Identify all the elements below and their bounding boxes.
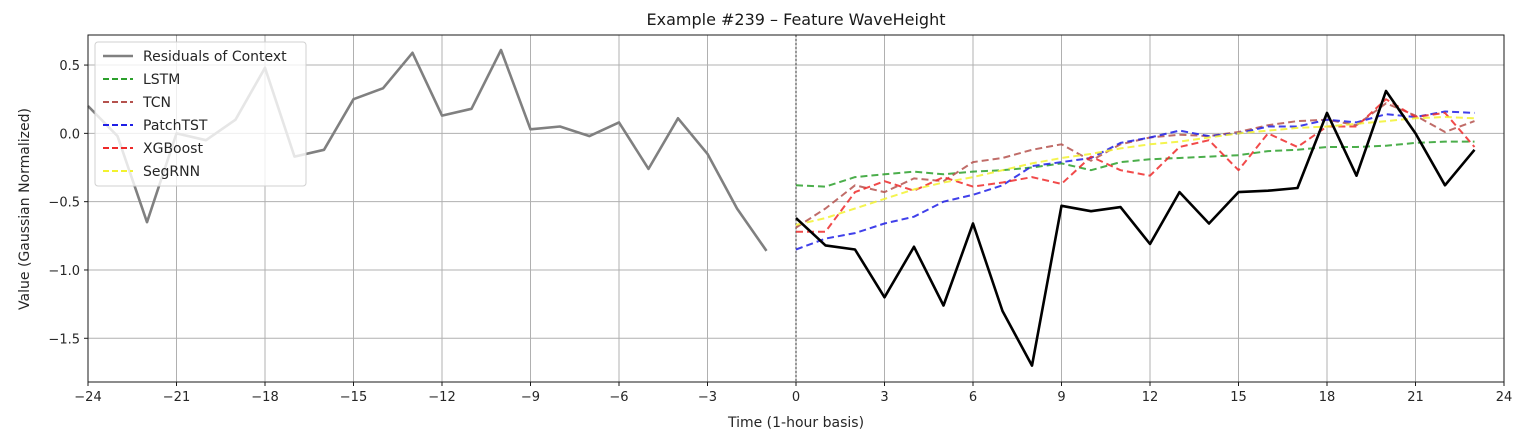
y-tick-label: 0.0: [59, 127, 80, 142]
x-tick-label: −3: [698, 390, 717, 405]
legend-label: PatchTST: [143, 118, 208, 134]
chart-title: Example #239 – Feature WaveHeight: [647, 10, 946, 29]
x-tick-label: −15: [340, 390, 367, 405]
x-axis-ticks: −24 −21 −18 −15 −12 −9 −6 −3 0 3 6 9 12 15 18 21 24: [74, 382, 1512, 405]
x-tick-label: 0: [792, 390, 800, 405]
x-tick-label: 9: [1057, 390, 1065, 405]
grid: [87, 35, 1505, 382]
x-tick-label: −6: [609, 390, 628, 405]
x-tick-label: 6: [969, 390, 977, 405]
x-tick-label: −18: [251, 390, 278, 405]
legend-box: [94, 41, 307, 187]
legend-label: SegRNN: [143, 164, 200, 180]
legend-label: LSTM: [143, 72, 180, 88]
legend: Residuals of Context LSTM TCN PatchTST XGBoo…: [94, 41, 307, 187]
x-tick-label: −12: [428, 390, 455, 405]
series-line-actual: [795, 89, 1476, 367]
x-tick-label: −24: [74, 390, 101, 405]
y-tick-label: −1.5: [48, 332, 80, 347]
y-axis-label: Value (Gaussian Normalized): [17, 108, 33, 310]
x-tick-label: 12: [1142, 390, 1159, 405]
legend-label: Residuals of Context: [143, 49, 287, 65]
y-axis-ticks: 0.5 0.0 −0.5 −1.0 −1.5: [48, 59, 88, 347]
y-tick-label: −0.5: [48, 196, 80, 211]
y-tick-label: −1.0: [48, 264, 80, 279]
x-tick-label: −9: [521, 390, 540, 405]
x-axis-label: Time (1-hour basis): [727, 415, 864, 431]
series-line-lstm: [795, 140, 1475, 188]
x-tick-label: 21: [1407, 390, 1424, 405]
legend-label: XGBoost: [143, 141, 203, 157]
x-tick-label: 18: [1319, 390, 1336, 405]
series-line-segrnn: [795, 116, 1475, 226]
x-tick-label: 15: [1230, 390, 1247, 405]
legend-label: TCN: [142, 95, 171, 111]
x-tick-label: 3: [880, 390, 888, 405]
y-tick-label: 0.5: [59, 59, 80, 74]
series-line-xgboost: [796, 98, 1476, 233]
x-tick-label: 24: [1496, 390, 1513, 405]
x-tick-label: −21: [163, 390, 190, 405]
